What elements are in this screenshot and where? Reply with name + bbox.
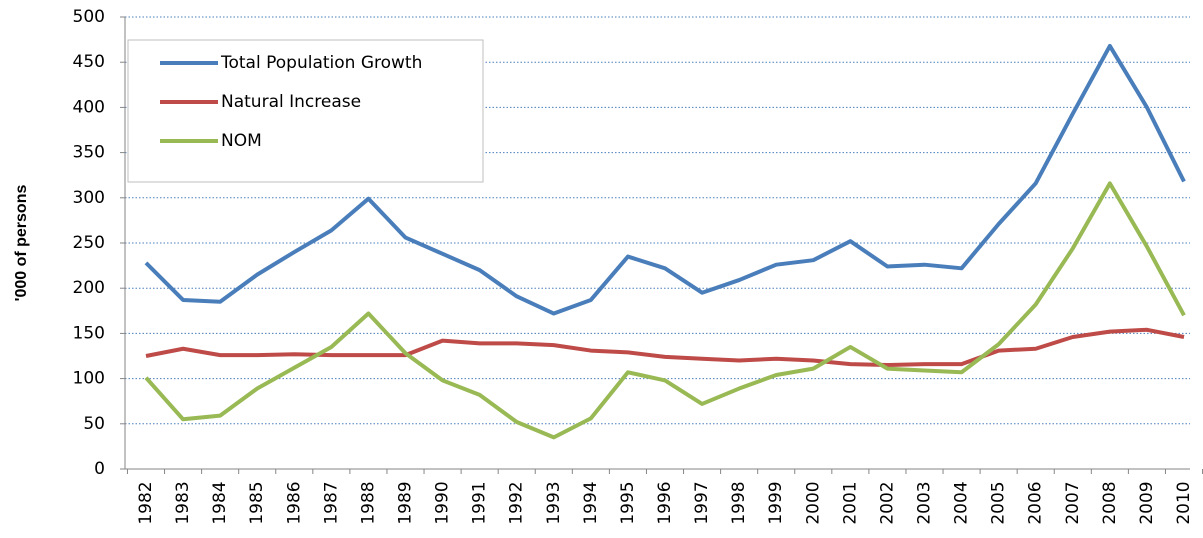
x-tick-label: 2009 — [1137, 481, 1157, 524]
legend-label: Natural Increase — [221, 92, 361, 112]
x-tick-label: 2004 — [952, 481, 972, 524]
y-tick-label: 300 — [73, 188, 105, 208]
legend: Total Population Growth Natural Increase N… — [127, 39, 484, 183]
x-tick-label: 1987 — [321, 481, 341, 524]
x-tick-label: 2000 — [803, 481, 823, 524]
x-tick-label: 2001 — [840, 481, 860, 524]
x-tick-label: 2003 — [915, 481, 935, 524]
x-tick-label: 1982 — [136, 481, 156, 524]
y-tick-label: 250 — [73, 233, 105, 253]
x-tick-label: 2008 — [1100, 481, 1120, 524]
series-line — [145, 327, 1185, 368]
x-tick-label: 1994 — [581, 481, 601, 524]
series-line — [144, 43, 1186, 316]
x-tick-label: 1983 — [173, 481, 193, 524]
x-tick-label: 2007 — [1063, 481, 1083, 524]
x-tick-label: 2006 — [1026, 481, 1046, 524]
series-line — [144, 181, 1186, 440]
y-tick-label: 350 — [73, 143, 105, 163]
y-tick-label: 450 — [73, 52, 105, 72]
x-tick-label: 1985 — [247, 481, 267, 524]
x-tick-label: 1984 — [210, 481, 230, 524]
y-tick-label: 150 — [73, 323, 105, 343]
y-axis-label: '000 of persons — [13, 185, 30, 302]
x-tick-label: 1997 — [692, 481, 712, 524]
x-tick-label: 2002 — [877, 481, 897, 524]
x-tick-label: 1989 — [396, 481, 416, 524]
x-tick-label: 1992 — [507, 481, 527, 524]
x-tick-label: 1990 — [433, 481, 453, 524]
x-tick-label: 2005 — [989, 481, 1009, 524]
y-tick-label: 200 — [73, 278, 105, 298]
x-tick-label: 1993 — [544, 481, 564, 524]
x-tick-label: 1986 — [284, 481, 304, 524]
x-tick-label: 1998 — [729, 481, 749, 524]
y-tick-label: 50 — [83, 414, 105, 434]
x-tick-label: 1995 — [618, 481, 638, 524]
y-tick-label: 0 — [94, 459, 105, 479]
y-tick-label: 100 — [73, 369, 105, 389]
x-tick-label: 1988 — [358, 481, 378, 524]
x-tick-label: 2010 — [1174, 481, 1194, 524]
x-tick-label: 1991 — [470, 481, 490, 524]
y-tick-label: 500 — [73, 7, 105, 27]
x-tick-label: 1996 — [655, 481, 675, 524]
x-tick-label: 1999 — [766, 481, 786, 524]
legend-label: NOM — [221, 131, 262, 151]
legend-label: Total Population Growth — [220, 53, 422, 73]
y-tick-label: 400 — [73, 97, 105, 117]
